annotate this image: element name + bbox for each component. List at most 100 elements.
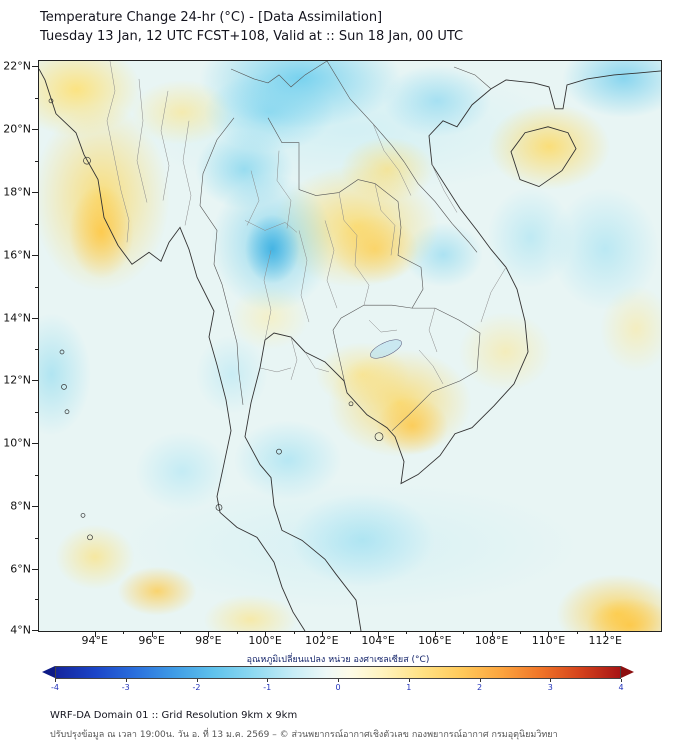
title-block: Temperature Change 24-hr (°C) - [Data As… [40, 8, 463, 46]
colorbar-tick [267, 679, 269, 682]
lat-label: 4°N [10, 623, 31, 637]
colorbar-tick-label: -3 [121, 683, 130, 692]
colorbar-tick-label: -2 [192, 683, 201, 692]
major-tick [491, 631, 493, 637]
lat-label: 16°N [3, 248, 31, 262]
map-frame [38, 60, 662, 632]
border-north [230, 61, 492, 90]
border-cambodia-vietnam [391, 307, 481, 431]
minor-tick [576, 631, 578, 634]
coastline-west [39, 68, 306, 631]
province-lines-thailand [244, 150, 396, 380]
longitude-tick-marks [38, 631, 662, 638]
colorbar-tick-marks [55, 679, 622, 683]
lon-label: 110°E [531, 634, 566, 647]
colorbar-tick-label: 4 [618, 683, 624, 692]
lat-label: 12°N [3, 373, 31, 387]
minor-tick [236, 631, 238, 634]
colorbar-tick-label: 1 [406, 683, 412, 692]
major-tick [32, 443, 38, 445]
colorbar-tick [550, 679, 552, 682]
minor-tick [463, 631, 465, 634]
lon-label: 94°E [81, 634, 109, 647]
minor-tick [35, 599, 38, 601]
chart-title: Temperature Change 24-hr (°C) - [Data As… [40, 10, 383, 25]
border-laos-vietnam [326, 61, 478, 253]
minor-tick [406, 631, 408, 634]
tonle-sap-lake [370, 339, 402, 359]
colorbar-gradient-bar [55, 666, 621, 679]
lon-label: 98°E [195, 634, 222, 647]
minor-tick [35, 223, 38, 225]
colorbar-tick [338, 679, 339, 682]
minor-tick [35, 537, 38, 539]
minor-tick [35, 474, 38, 476]
border-thailand-laos [267, 117, 424, 309]
province-lines-indochina [368, 123, 507, 384]
major-tick [208, 631, 210, 637]
colorbar-tick-label: -1 [263, 683, 272, 692]
lat-label: 14°N [3, 311, 31, 325]
minor-tick [35, 411, 38, 413]
minor-tick [35, 160, 38, 162]
minor-tick [35, 97, 38, 99]
colorbar-tick [196, 679, 198, 682]
minor-tick [293, 631, 295, 634]
lat-label: 6°N [10, 562, 31, 576]
colorbar-tick [55, 679, 56, 682]
major-tick [32, 192, 38, 194]
colorbar-title: อุณหภูมิเปลี่ยนแปลง หน่วย องศาเซลเซียส (… [246, 655, 430, 665]
colorbar-tick-label: 2 [476, 683, 483, 692]
lat-label: 18°N [3, 185, 31, 199]
major-tick [321, 631, 323, 637]
major-tick [32, 255, 38, 257]
geography-svg [39, 61, 661, 631]
minor-tick [35, 349, 38, 351]
colorbar-tick [125, 679, 127, 682]
lon-label: 106°E [418, 634, 452, 647]
lon-label: 112°E [588, 634, 622, 647]
major-tick [94, 631, 96, 637]
province-lines-myanmar [106, 61, 192, 243]
minor-tick [123, 631, 125, 634]
footer-credit-info: ปรับปรุงข้อมูล ณ เวลา 19:00น. วัน อ. ที่… [50, 730, 558, 740]
islands [48, 98, 384, 541]
major-tick [605, 631, 607, 637]
lon-label: 96°E [138, 634, 165, 647]
lat-label: 8°N [10, 499, 31, 513]
colorbar-right-arrow-icon [621, 666, 634, 678]
major-tick [434, 631, 436, 637]
footer-domain-info: WRF-DA Domain 01 :: Grid Resolution 9km … [50, 710, 298, 721]
colorbar-tick-label: 0 [335, 683, 341, 692]
lon-label: 102°E [305, 634, 339, 647]
major-tick [548, 631, 550, 637]
minor-tick [179, 631, 181, 634]
colorbar-tick-labels: -4 -3 -2 -1 0 1 2 3 4 [51, 683, 624, 693]
colorbar-tick [408, 679, 410, 682]
major-tick [32, 506, 38, 508]
lon-label: 100°E [248, 634, 282, 647]
lon-label: 108°E [474, 634, 509, 647]
latitude-axis: 22°N 20°N 18°N 16°N 14°N 12°N 10°N 8°N 6°N 4°N [0, 59, 36, 636]
coastline-east [244, 70, 661, 631]
colorbar-tick-label: 3 [547, 683, 553, 692]
colorbar-tick-label: -4 [51, 683, 59, 692]
major-tick [32, 129, 38, 131]
major-tick [32, 66, 38, 68]
colorbar-tick [479, 679, 481, 682]
major-tick [32, 629, 38, 631]
border-myanmar-thailand [199, 117, 244, 405]
lat-label: 22°N [3, 59, 31, 73]
major-tick [32, 569, 38, 571]
chart-subtitle: Tuesday 13 Jan, 12 UTC FCST+108, Valid a… [40, 29, 464, 44]
minor-tick [520, 631, 522, 634]
major-tick [32, 380, 38, 382]
lat-label: 20°N [3, 122, 31, 136]
colorbar: -4 -3 -2 -1 0 1 2 3 4 [42, 666, 634, 692]
colorbar-tick [621, 679, 622, 682]
lat-label: 10°N [3, 436, 31, 450]
colorbar-left-arrow-icon [42, 666, 55, 678]
temperature-anomaly-field [39, 61, 661, 631]
major-tick [151, 631, 153, 637]
